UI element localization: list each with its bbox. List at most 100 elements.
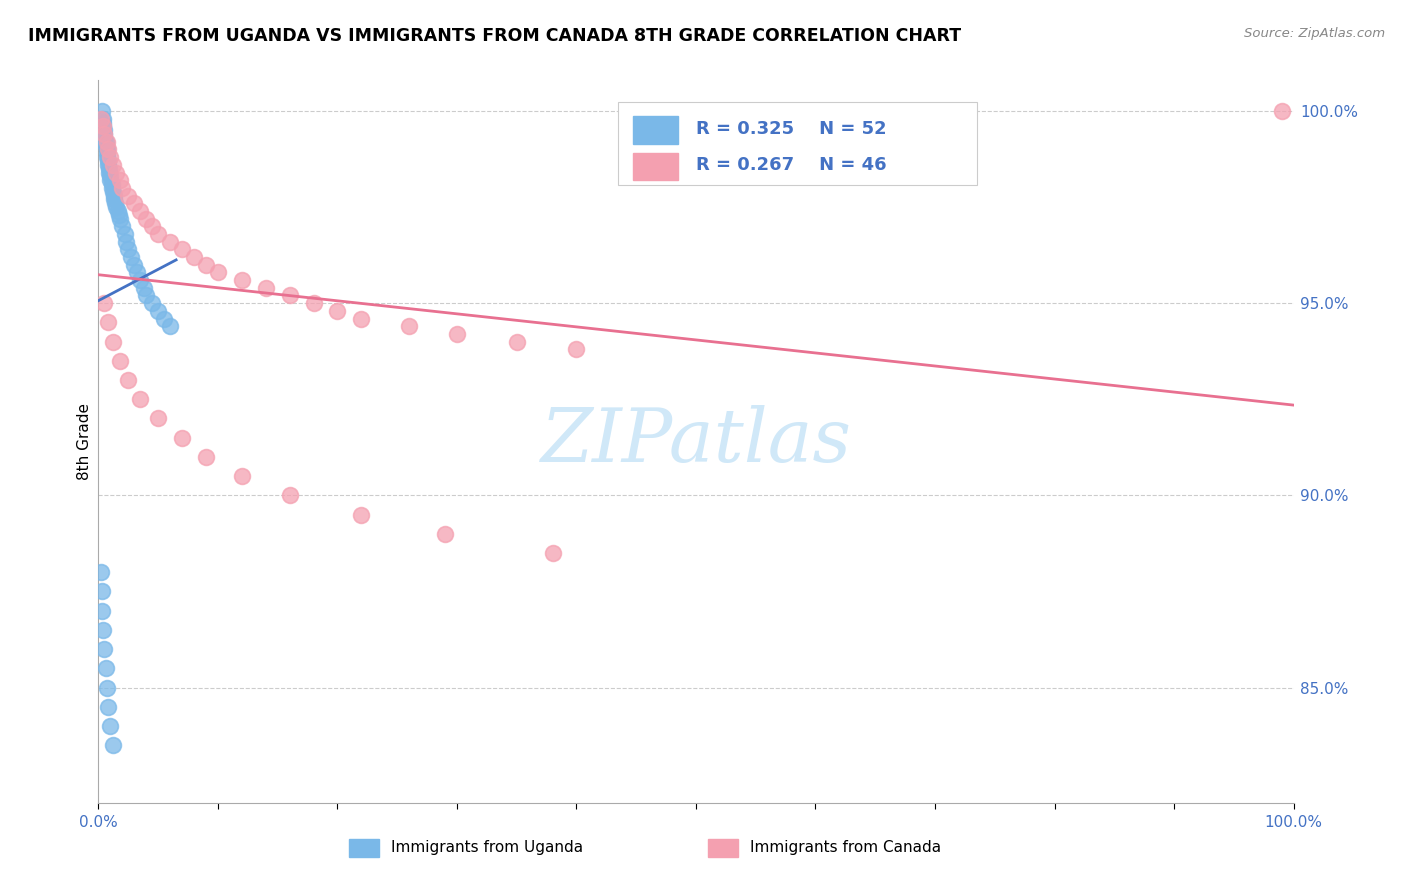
Bar [350, 838, 380, 857]
Point [94, 135, 117, 149]
Point [91, 103, 114, 118]
Point [96, 135, 118, 149]
Point [96, 146, 118, 161]
Point [278, 288, 301, 302]
Point [96, 143, 118, 157]
Point [97, 158, 120, 172]
Point [398, 319, 420, 334]
Point [541, 546, 564, 560]
Point [93, 296, 115, 310]
Point [90, 565, 112, 579]
Point [129, 392, 152, 407]
Point [132, 281, 155, 295]
Point [207, 265, 229, 279]
Point [195, 450, 218, 464]
Point [91, 584, 114, 599]
Point [93, 123, 115, 137]
Point [195, 258, 218, 272]
Text: R = 0.325    N = 52: R = 0.325 N = 52 [696, 120, 887, 137]
Point [183, 250, 205, 264]
Point [101, 158, 124, 172]
Point [434, 526, 457, 541]
Point [278, 488, 301, 502]
Point [446, 326, 468, 341]
Point [101, 185, 124, 199]
Bar [633, 153, 678, 180]
Point [101, 738, 124, 752]
Point [141, 219, 163, 234]
Point [91, 115, 114, 129]
Point [172, 431, 194, 445]
Point [98, 719, 122, 733]
Point [91, 120, 114, 134]
Point [96, 150, 118, 164]
Point [111, 181, 134, 195]
Point [111, 219, 134, 234]
Text: IMMIGRANTS FROM UGANDA VS IMMIGRANTS FROM CANADA 8TH GRADE CORRELATION CHART: IMMIGRANTS FROM UGANDA VS IMMIGRANTS FRO… [28, 27, 962, 45]
Point [129, 203, 152, 218]
Point [94, 138, 117, 153]
Point [91, 604, 114, 618]
Text: Source: ZipAtlas.com: Source: ZipAtlas.com [1244, 27, 1385, 40]
Point [114, 227, 136, 241]
Point [97, 315, 120, 329]
Point [105, 165, 128, 179]
Point [231, 469, 253, 483]
Text: R = 0.267    N = 46: R = 0.267 N = 46 [696, 156, 887, 174]
FancyBboxPatch shape [619, 102, 977, 185]
Point [105, 200, 128, 214]
Bar [633, 116, 678, 144]
Point [91, 120, 114, 134]
Point [98, 165, 121, 179]
Point [108, 354, 131, 368]
Point [115, 235, 138, 249]
Point [326, 304, 349, 318]
Point [124, 258, 146, 272]
Point [98, 173, 122, 187]
Point [100, 181, 122, 195]
Point [117, 373, 139, 387]
Point [129, 273, 152, 287]
Point [97, 143, 120, 157]
Point [159, 319, 181, 334]
Point [350, 508, 373, 522]
Point [141, 296, 163, 310]
Point [108, 173, 131, 187]
Point [172, 243, 194, 257]
Point [103, 188, 125, 202]
Point [148, 227, 170, 241]
Point [135, 211, 157, 226]
Bar [709, 838, 738, 857]
Point [254, 281, 277, 295]
Point [101, 334, 124, 349]
Point [107, 208, 129, 222]
Point [1271, 103, 1294, 118]
Point [93, 127, 115, 141]
Point [159, 235, 181, 249]
Point [90, 112, 112, 126]
Point [97, 153, 120, 168]
Point [565, 343, 588, 357]
Point [153, 311, 176, 326]
Point [94, 661, 117, 675]
Point [97, 699, 120, 714]
Point [120, 250, 142, 264]
Point [91, 623, 114, 637]
Text: Immigrants from Uganda: Immigrants from Uganda [391, 840, 583, 855]
Point [98, 150, 122, 164]
Point [135, 288, 157, 302]
Point [104, 196, 127, 211]
Point [96, 681, 118, 695]
Point [231, 273, 253, 287]
Point [103, 193, 125, 207]
Point [108, 211, 131, 226]
Point [148, 304, 170, 318]
Text: Immigrants from Canada: Immigrants from Canada [749, 840, 941, 855]
Point [117, 243, 139, 257]
Point [117, 188, 139, 202]
Point [98, 169, 122, 184]
Point [93, 642, 115, 657]
Text: ZIPatlas: ZIPatlas [540, 405, 852, 478]
Point [506, 334, 529, 349]
Point [93, 131, 115, 145]
